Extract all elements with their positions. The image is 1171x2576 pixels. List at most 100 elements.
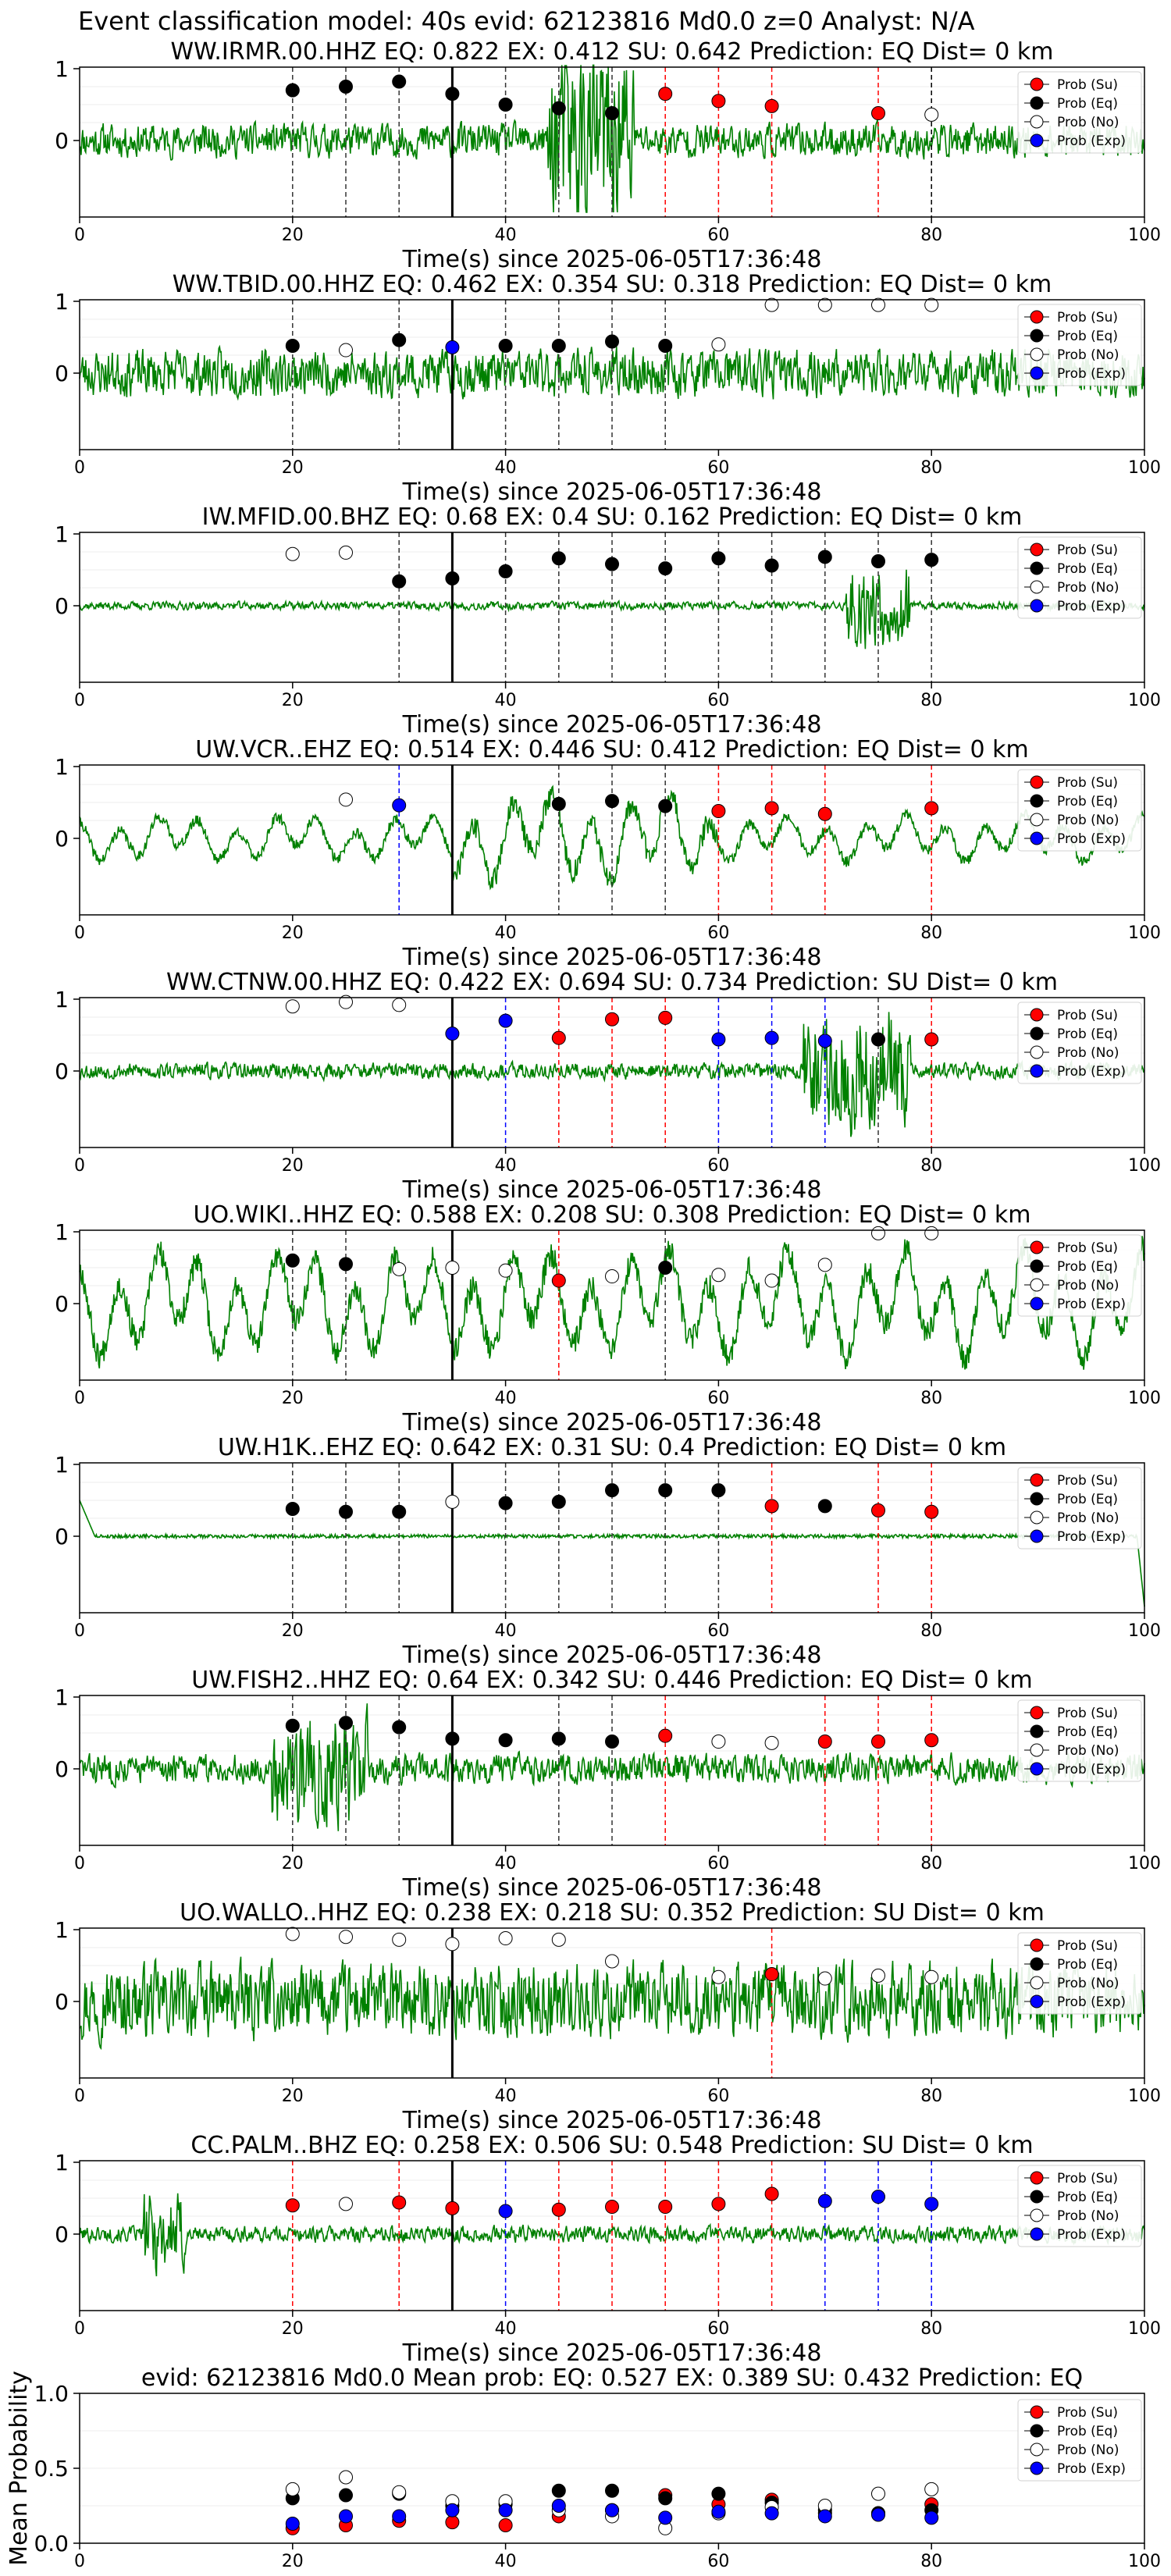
- prob-point: [498, 1733, 513, 1748]
- x-axis-label: Time(s) since 2025-06-05T17:36:48: [402, 1409, 822, 1436]
- prob-point: [445, 340, 460, 354]
- legend-label: Prob (No): [1057, 347, 1119, 363]
- prob-point: [392, 574, 407, 589]
- prob-point: [658, 339, 673, 354]
- mean-prob-point: [871, 2507, 885, 2522]
- prob-point: [551, 339, 566, 354]
- legend-label: Prob (No): [1057, 1045, 1119, 1061]
- prob-point: [924, 553, 939, 568]
- prob-point: [339, 994, 353, 1009]
- legend-label: Prob (Su): [1057, 775, 1118, 791]
- legend-marker: [1030, 115, 1044, 129]
- prob-point: [605, 557, 619, 571]
- legend-marker: [1030, 2405, 1044, 2419]
- prob-point: [871, 1735, 885, 1749]
- prob-point: [924, 1504, 939, 1519]
- prob-point: [764, 801, 779, 816]
- x-tick-label: 80: [920, 2319, 942, 2339]
- legend-label: Prob (Eq): [1057, 1026, 1118, 1042]
- x-axis-label: Time(s) since 2025-06-05T17:36:48: [402, 2107, 822, 2134]
- legend-label: Prob (Eq): [1057, 2424, 1118, 2439]
- mean-prob-point: [605, 2483, 619, 2498]
- x-tick-label: 0: [74, 1389, 85, 1408]
- prob-point: [285, 1718, 300, 1733]
- prob-point: [817, 1258, 832, 1272]
- legend-marker: [1030, 329, 1044, 343]
- prob-point: [817, 297, 832, 312]
- legend-marker: [1030, 1762, 1044, 1776]
- panel-8: UW.FISH2..HHZ EQ: 0.64 EX: 0.342 SU: 0.4…: [55, 1667, 1161, 1902]
- prob-point: [392, 998, 407, 1012]
- axes-frame: [79, 2160, 1145, 2311]
- legend-box: [1017, 1234, 1142, 1317]
- legend-label: Prob (Exp): [1057, 1064, 1126, 1080]
- x-tick-label: 100: [1128, 2087, 1161, 2106]
- prob-point: [392, 1504, 407, 1519]
- prob-point: [658, 799, 673, 813]
- prob-point: [285, 1927, 300, 1941]
- x-axis-label: Time(s) since 2025-06-05T17:36:48: [402, 1642, 822, 1669]
- legend-label: Prob (Eq): [1057, 2190, 1118, 2205]
- prob-point: [605, 334, 619, 349]
- prob-point: [871, 1968, 885, 1983]
- legend-label: Prob (Su): [1057, 1473, 1118, 1489]
- mean-prob-point: [605, 2503, 619, 2517]
- legend-marker: [1030, 1278, 1044, 1292]
- prob-point: [551, 551, 566, 566]
- x-tick-label: 20: [282, 2087, 304, 2106]
- prob-point: [445, 1261, 460, 1275]
- waveform-trace: [79, 344, 1145, 401]
- x-tick-label: 60: [707, 691, 729, 710]
- legend-label: Prob (Exp): [1057, 1529, 1126, 1545]
- legend-label: Prob (Exp): [1057, 1762, 1126, 1777]
- prob-point: [285, 339, 300, 354]
- legend-label: Prob (Su): [1057, 310, 1118, 326]
- legend-label: Prob (Su): [1057, 543, 1118, 558]
- prob-point: [498, 2204, 513, 2218]
- panel-title: CC.PALM..BHZ EQ: 0.258 EX: 0.506 SU: 0.5…: [190, 2132, 1033, 2159]
- x-tick-label: 20: [282, 458, 304, 478]
- legend-marker: [1030, 347, 1044, 361]
- legend-marker: [1030, 1473, 1044, 1487]
- prob-point: [498, 1931, 513, 1946]
- panel-title: UW.VCR..EHZ EQ: 0.514 EX: 0.446 SU: 0.41…: [195, 736, 1028, 763]
- legend-label: Prob (Exp): [1057, 599, 1126, 614]
- x-tick-label: 0: [74, 1156, 85, 1176]
- prob-point: [711, 1483, 726, 1498]
- prob-point: [285, 2198, 300, 2213]
- legend-marker: [1030, 1976, 1044, 1990]
- legend-label: Prob (Eq): [1057, 1492, 1118, 1507]
- prob-point: [551, 1731, 566, 1746]
- prob-point: [711, 804, 726, 819]
- prob-point: [817, 2194, 832, 2208]
- legend-marker: [1030, 1724, 1044, 1738]
- legend-label: Prob (No): [1057, 1278, 1119, 1293]
- y-tick-label: 1: [55, 1685, 69, 1710]
- prob-point: [817, 1971, 832, 1986]
- x-axis-label: Time(s) since 2025-06-05T17:36:48: [402, 479, 822, 506]
- legend-label: Prob (Exp): [1057, 1994, 1126, 2010]
- y-tick-label: 0.0: [34, 2531, 69, 2556]
- x-axis-label: Time(s) since 2025-06-05T17:36:48: [402, 1176, 822, 1204]
- prob-point: [605, 1269, 619, 1284]
- prob-point: [817, 1735, 832, 1749]
- legend-label: Prob (No): [1057, 115, 1119, 130]
- legend-marker: [1030, 1743, 1044, 1757]
- axes-frame: [79, 997, 1145, 1148]
- x-tick-label: 80: [920, 458, 942, 478]
- mean-prob-point: [445, 2503, 460, 2517]
- prob-point: [605, 1954, 619, 1969]
- mean-prob-point: [551, 2483, 566, 2498]
- x-tick-label: 20: [282, 691, 304, 710]
- legend-label: Prob (Su): [1057, 1240, 1118, 1256]
- prob-point: [285, 546, 300, 561]
- figure-suptitle: Event classification model: 40s evid: 62…: [78, 6, 975, 36]
- prob-point: [285, 1502, 300, 1517]
- legend-marker: [1030, 599, 1044, 613]
- mean-prob-point: [339, 2470, 353, 2485]
- legend-marker: [1030, 580, 1044, 594]
- panel-title: WW.CTNW.00.HHZ EQ: 0.422 EX: 0.694 SU: 0…: [166, 969, 1058, 996]
- prob-point: [339, 1504, 353, 1519]
- prob-point: [339, 2197, 353, 2211]
- prob-point: [551, 1494, 566, 1509]
